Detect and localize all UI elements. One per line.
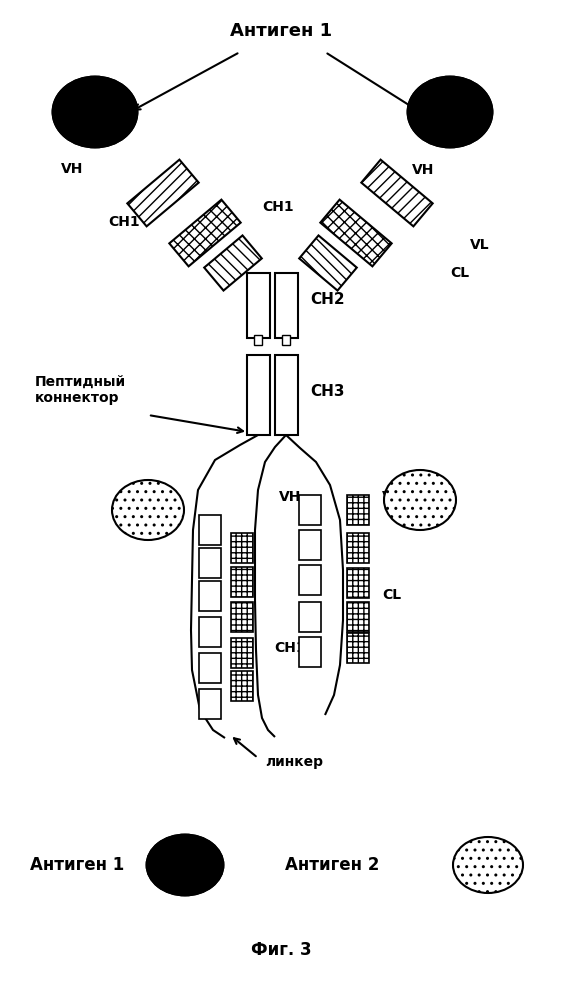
- Ellipse shape: [408, 77, 492, 147]
- Bar: [231, 638, 253, 668]
- Ellipse shape: [53, 77, 137, 147]
- Bar: [199, 653, 221, 683]
- Bar: [199, 689, 221, 719]
- Bar: [299, 495, 321, 525]
- Bar: [199, 617, 221, 647]
- Bar: [231, 567, 253, 597]
- Bar: [204, 236, 262, 291]
- Bar: [169, 200, 241, 267]
- Text: Антиген 2: Антиген 2: [285, 856, 379, 874]
- Text: CH3: CH3: [310, 385, 345, 400]
- Text: VL: VL: [470, 238, 490, 252]
- Bar: [347, 633, 369, 663]
- Bar: [361, 160, 433, 227]
- Text: VL: VL: [382, 490, 402, 504]
- Bar: [299, 236, 357, 291]
- Text: VH: VH: [279, 490, 301, 504]
- Text: CH1: CH1: [108, 215, 139, 229]
- Text: Фиг. 3: Фиг. 3: [251, 941, 311, 959]
- Bar: [299, 565, 321, 595]
- Bar: [274, 273, 297, 338]
- Bar: [199, 515, 221, 545]
- Bar: [299, 602, 321, 632]
- Bar: [299, 637, 321, 667]
- Bar: [347, 533, 369, 563]
- Bar: [299, 530, 321, 560]
- Text: CL: CL: [450, 266, 469, 280]
- Text: CL: CL: [382, 588, 401, 602]
- Text: VH: VH: [61, 162, 83, 176]
- Bar: [347, 602, 369, 632]
- Bar: [254, 335, 262, 345]
- Bar: [347, 495, 369, 525]
- Text: Антиген 1: Антиген 1: [230, 22, 332, 40]
- Bar: [282, 335, 290, 345]
- Bar: [231, 602, 253, 632]
- Ellipse shape: [147, 835, 223, 895]
- Bar: [128, 160, 199, 227]
- Text: Антиген 1: Антиген 1: [30, 856, 124, 874]
- Text: VH: VH: [412, 163, 434, 177]
- Bar: [347, 568, 369, 598]
- Bar: [247, 273, 270, 338]
- Bar: [199, 581, 221, 611]
- Bar: [274, 355, 297, 435]
- Bar: [199, 548, 221, 578]
- Text: CH1: CH1: [262, 200, 294, 214]
- Bar: [231, 533, 253, 563]
- Text: CH1: CH1: [274, 641, 306, 655]
- Text: линкер: линкер: [265, 755, 323, 769]
- Ellipse shape: [112, 480, 184, 540]
- Text: Пептидный
коннектор: Пептидный коннектор: [35, 375, 126, 406]
- Bar: [320, 200, 392, 267]
- Bar: [231, 671, 253, 701]
- Ellipse shape: [384, 470, 456, 530]
- Text: CH2: CH2: [310, 293, 345, 308]
- Ellipse shape: [453, 837, 523, 893]
- Bar: [247, 355, 270, 435]
